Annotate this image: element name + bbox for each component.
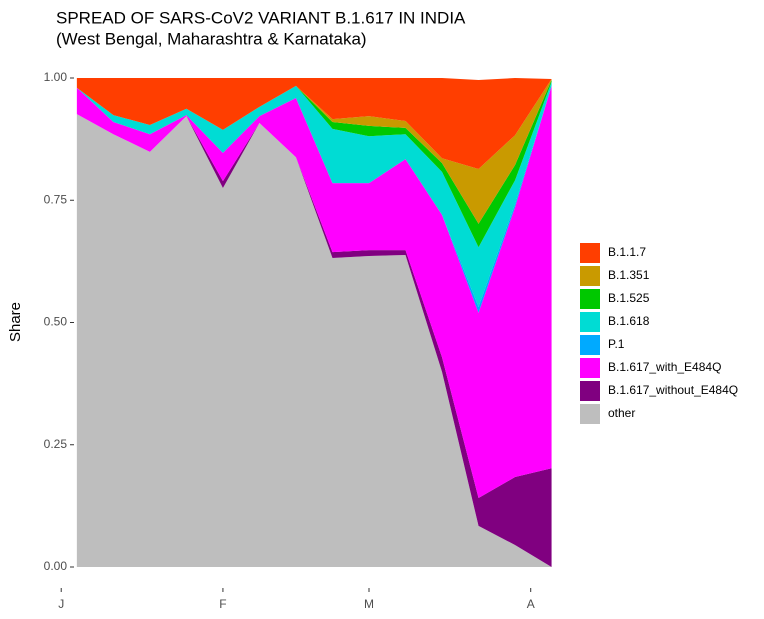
y-tick-label: 0.50 <box>44 315 68 329</box>
legend-text: other <box>608 406 635 420</box>
legend-key <box>580 404 600 424</box>
legend-key <box>580 312 600 332</box>
legend-key <box>580 266 600 286</box>
legend-text: B.1.618 <box>608 314 650 328</box>
x-tick-label: F <box>219 597 226 611</box>
area <box>76 78 552 169</box>
area <box>76 81 552 307</box>
x-tick-label: A <box>527 597 535 611</box>
area <box>76 114 552 567</box>
legend-text: B.1.617_without_E484Q <box>608 383 738 397</box>
y-tick-label: 0.25 <box>44 437 68 451</box>
chart-title: SPREAD OF SARS-CoV2 VARIANT B.1.617 IN I… <box>56 8 466 27</box>
x-tick-label: J <box>58 597 64 611</box>
legend-key <box>580 381 600 401</box>
area <box>76 85 552 499</box>
y-axis-title: Share <box>7 302 24 342</box>
y-tick-label: 1.00 <box>44 70 68 84</box>
chart-subtitle: (West Bengal, Maharashtra & Karnataka) <box>56 29 367 48</box>
legend-key <box>580 358 600 378</box>
x-tick-label: M <box>364 597 374 611</box>
legend-text: B.1.617_with_E484Q <box>608 360 721 374</box>
y-tick-label: 0.75 <box>44 192 68 206</box>
legend-text: B.1.351 <box>608 268 650 282</box>
legend-key <box>580 335 600 355</box>
legend-text: B.1.525 <box>608 291 650 305</box>
legend-key <box>580 243 600 263</box>
y-tick-label: 0.00 <box>44 559 68 573</box>
legend-key <box>580 289 600 309</box>
legend-text: B.1.1.7 <box>608 245 646 259</box>
legend-text: P.1 <box>608 337 625 351</box>
area <box>76 114 552 567</box>
